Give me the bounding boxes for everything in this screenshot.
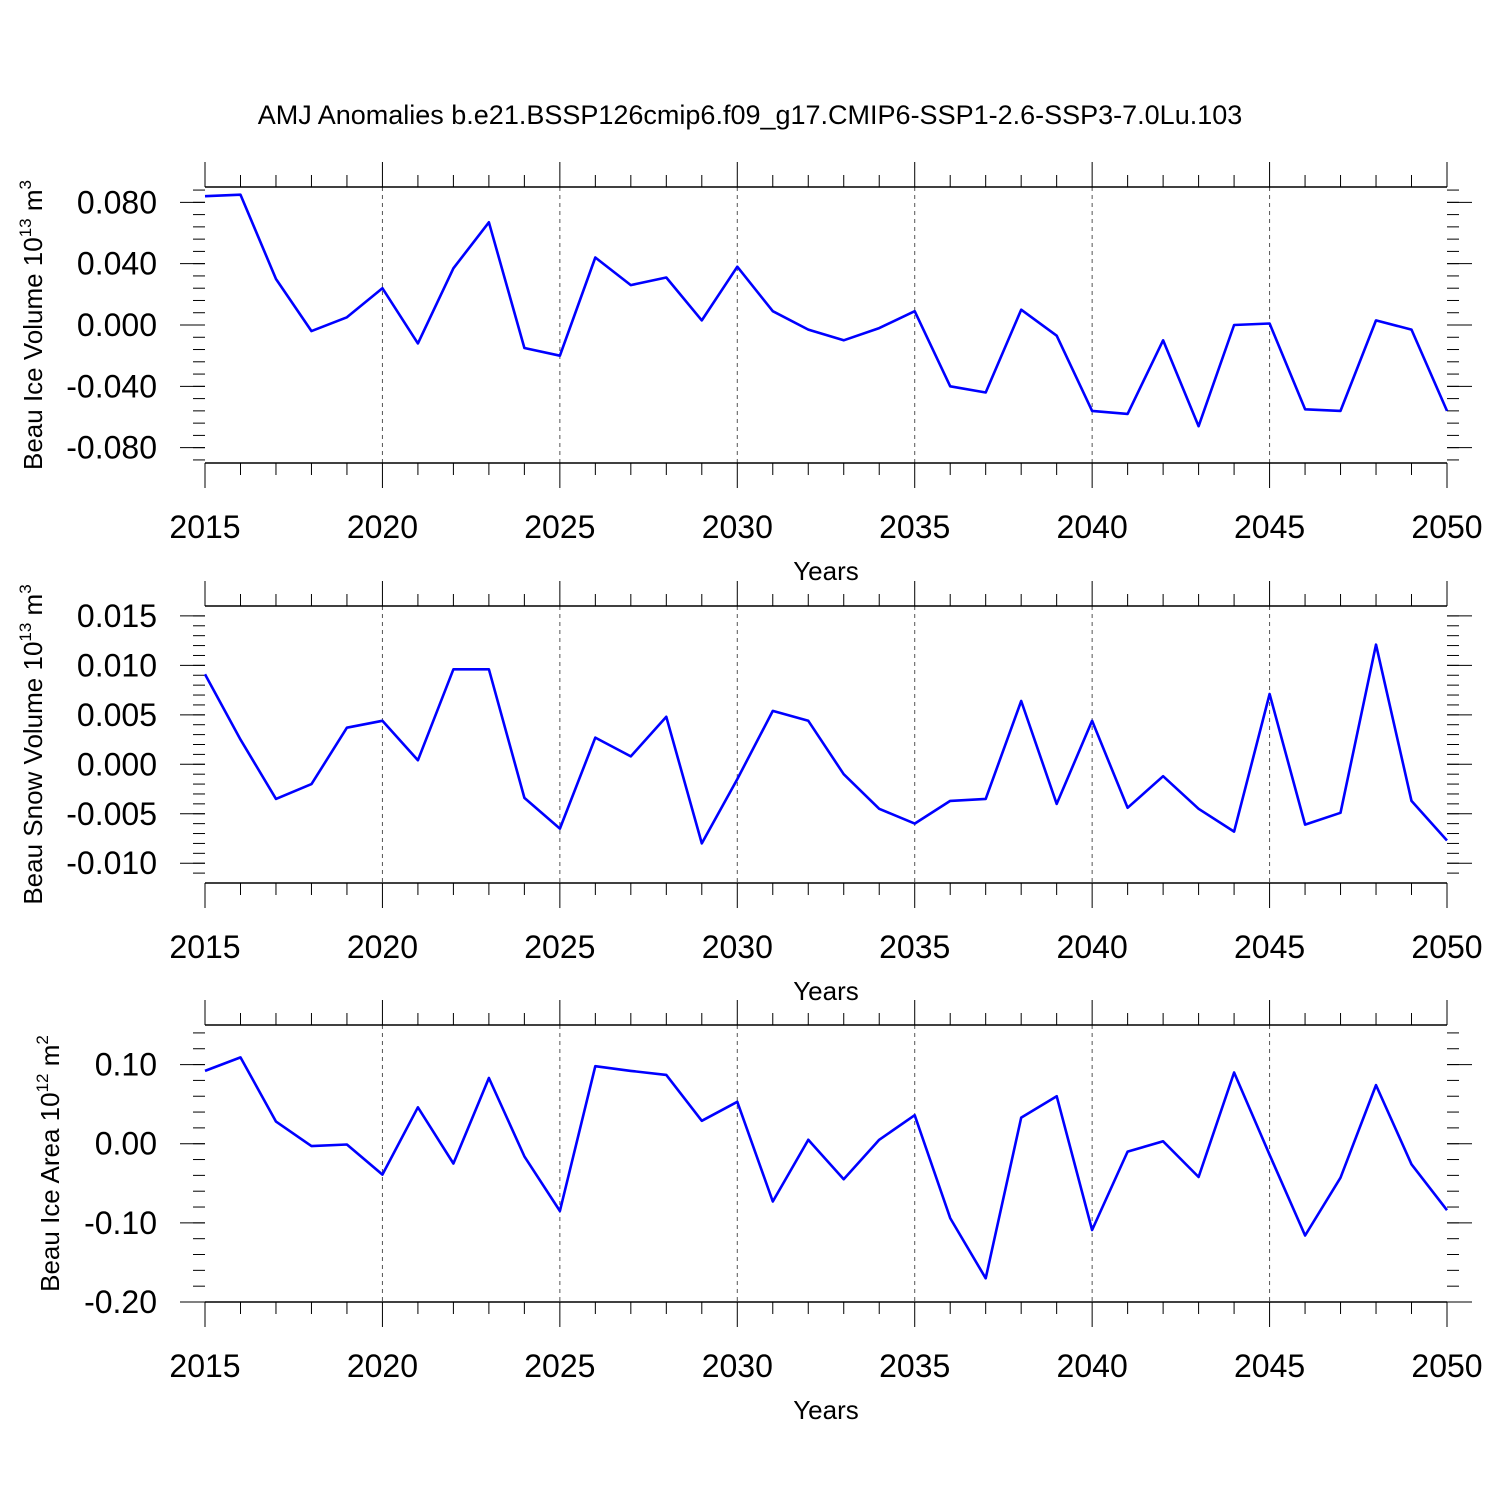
x-tick-label: 2040 [1057, 929, 1128, 965]
x-tick-label: 2035 [879, 1348, 950, 1384]
y-tick-label: 0.000 [77, 746, 157, 782]
x-tick-label: 2020 [347, 509, 418, 545]
y-axis-label: Beau Ice Area 1012 m2 [33, 1035, 65, 1292]
y-tick-label: 0.040 [77, 246, 157, 282]
x-tick-label: 2040 [1057, 509, 1128, 545]
y-tick-label: 0.000 [77, 307, 157, 343]
x-tick-label: 2040 [1057, 1348, 1128, 1384]
y-tick-label: -0.040 [66, 368, 157, 404]
x-tick-label: 2035 [879, 929, 950, 965]
y-tick-label: 0.010 [77, 647, 157, 683]
x-axis-label: Years [793, 976, 859, 1006]
x-tick-label: 2015 [169, 509, 240, 545]
y-tick-label: -0.10 [84, 1205, 157, 1241]
y-tick-label: 0.00 [95, 1126, 157, 1162]
series-line [203, 643, 1448, 845]
series-line [204, 1056, 1449, 1280]
x-axis-label: Years [793, 1395, 859, 1425]
x-tick-label: 2015 [169, 929, 240, 965]
figure-title: AMJ Anomalies b.e21.BSSP126cmip6.f09_g17… [258, 100, 1243, 130]
x-tick-label: 2030 [702, 929, 773, 965]
y-tick-label: 0.080 [77, 184, 157, 220]
y-axis-label: Beau Ice Volume 1013 m3 [16, 180, 48, 470]
x-tick-label: 2045 [1234, 929, 1305, 965]
x-tick-label: 2045 [1234, 509, 1305, 545]
chart-panel-1: 2015 2020 2025 2030 2035 2040 2045 2050 0.080 0.0… [16, 162, 1483, 586]
chart-panel-2: 2015 2020 2025 2030 2035 2040 2045 2050 0.015 0.0… [16, 581, 1483, 1006]
x-tick-label: 2025 [524, 929, 595, 965]
y-tick-label: -0.010 [66, 845, 157, 881]
x-tick-label: 2050 [1411, 509, 1482, 545]
y-tick-label: 0.10 [95, 1047, 157, 1083]
chart-panel-3: 2015 2020 2025 2030 2035 2040 2045 2050 0.10 0.00… [33, 1000, 1483, 1425]
x-tick-label: 2050 [1411, 1348, 1482, 1384]
y-tick-label: 0.015 [77, 598, 157, 634]
x-tick-label: 2025 [524, 509, 595, 545]
x-tick-label: 2030 [702, 1348, 773, 1384]
x-tick-label: 2020 [347, 929, 418, 965]
x-tick-label: 2025 [524, 1348, 595, 1384]
y-tick-label: -0.20 [84, 1284, 157, 1320]
series-line [204, 193, 1449, 428]
x-tick-label: 2035 [879, 509, 950, 545]
x-tick-label: 2030 [702, 509, 773, 545]
x-tick-label: 2015 [169, 1348, 240, 1384]
y-tick-label: -0.080 [66, 430, 157, 466]
x-tick-label: 2045 [1234, 1348, 1305, 1384]
x-axis-label: Years [793, 556, 859, 586]
y-tick-label: -0.005 [66, 796, 157, 832]
y-axis-label: Beau Snow Volume 1013 m3 [16, 584, 48, 904]
x-tick-label: 2050 [1411, 929, 1482, 965]
x-tick-label: 2020 [347, 1348, 418, 1384]
y-tick-label: 0.005 [77, 697, 157, 733]
